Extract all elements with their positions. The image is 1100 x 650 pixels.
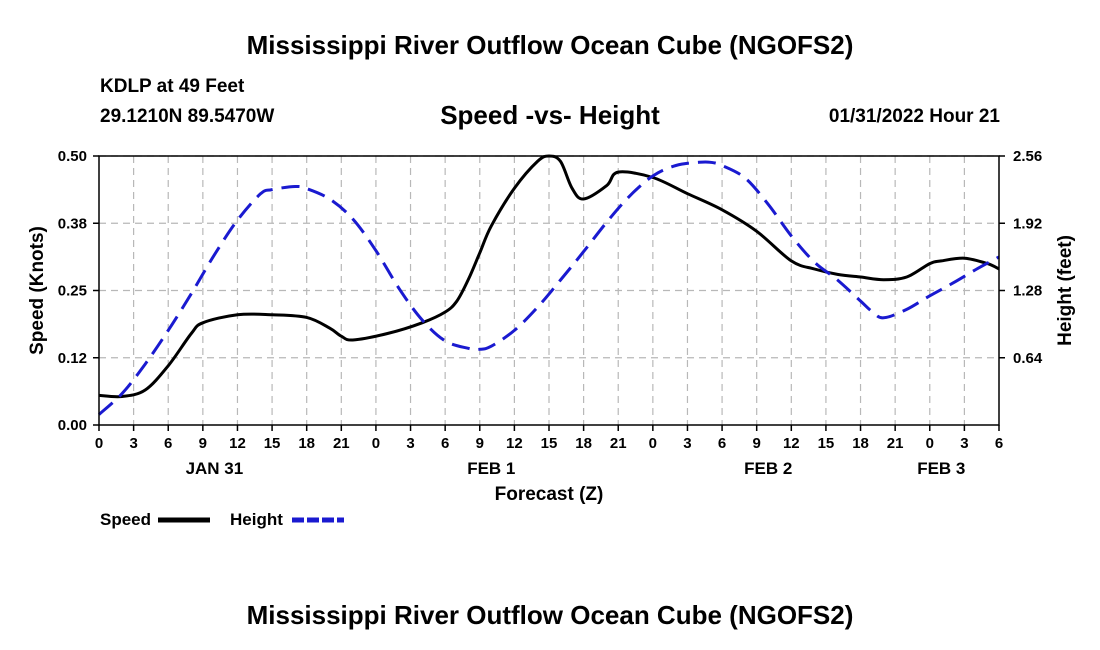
x-tick-label: 15 [541,435,558,452]
height-series-line [97,160,1000,416]
date-label: FEB 3 [917,459,965,478]
x-tick-label: 9 [199,435,207,452]
x-tick-label: 6 [718,435,726,452]
date-label: FEB 2 [744,459,792,478]
legend-label-height: Height [230,510,283,529]
station-label: KDLP at 49 Feet [100,76,245,97]
x-tick-label: 12 [506,435,523,452]
x-tick-label: 12 [783,435,800,452]
x-tick-label: 18 [852,435,869,452]
x-tick-label: 0 [926,435,934,452]
y-tick-label: 0.25 [58,283,87,300]
x-tick-label: 15 [818,435,835,452]
x-tick-label: 21 [333,435,350,452]
x-tick-label: 6 [164,435,172,452]
y-tick-label: 0.00 [58,417,87,434]
x-tick-label: 18 [575,435,592,452]
y2-tick-label: 2.56 [1013,148,1042,165]
x-tick-label: 0 [649,435,657,452]
x-tick-label: 3 [406,435,414,452]
x-tick-label: 21 [887,435,904,452]
x-tick-label: 21 [610,435,627,452]
x-tick-label: 0 [372,435,380,452]
coordinates-label: 29.1210N 89.5470W [100,106,275,127]
y-tick-label: 0.12 [58,350,87,367]
x-tick-label: 9 [476,435,484,452]
y-tick-label: 0.38 [58,215,87,232]
grid-layer [99,155,999,425]
legend-label-speed: Speed [100,510,151,529]
y-axis-label-left: Speed (Knots) [27,226,48,355]
y-axis-label-right: Height (feet) [1055,235,1076,346]
x-tick-label: 3 [129,435,137,452]
x-tick-label: 18 [298,435,315,452]
x-tick-label: 15 [264,435,281,452]
x-tick-label: 3 [683,435,691,452]
legend: Speed Height [100,510,344,529]
axis-layer: 0 3 6 9 12 15 18 21 0 3 6 9 12 15 18 21 0 3 6 9 12 15 18 21 0 3 6J… [58,148,1043,478]
y-tick-label: 0.50 [58,148,87,165]
x-tick-label: 3 [960,435,968,452]
x-axis-label: Forecast (Z) [495,484,604,505]
chart-title: Speed -vs- Height [440,100,660,130]
footer-title: Mississippi River Outflow Ocean Cube (NG… [246,600,854,630]
date-label: JAN 31 [186,459,244,478]
x-tick-label: 12 [229,435,246,452]
timestamp-label: 01/31/2022 Hour 21 [828,106,1000,127]
x-tick-label: 6 [441,435,449,452]
x-tick-label: 9 [753,435,761,452]
y2-tick-label: 0.64 [1013,350,1043,367]
x-tick-label: 0 [95,435,103,452]
date-label: FEB 1 [467,459,515,478]
main-title: Mississippi River Outflow Ocean Cube (NG… [246,30,854,60]
y2-tick-label: 1.28 [1013,283,1042,300]
y2-tick-label: 1.92 [1013,215,1042,232]
x-tick-label: 6 [995,435,1003,452]
